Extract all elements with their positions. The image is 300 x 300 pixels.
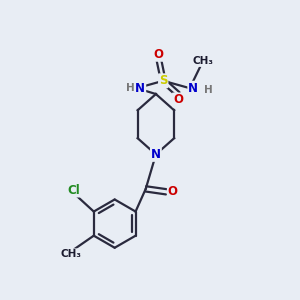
Text: Cl: Cl (68, 184, 80, 196)
Text: H: H (204, 85, 212, 94)
Text: N: N (135, 82, 145, 95)
Text: N: N (151, 148, 161, 161)
Text: O: O (168, 185, 178, 198)
Text: N: N (188, 82, 198, 95)
Text: CH₃: CH₃ (61, 249, 82, 259)
Text: S: S (159, 74, 167, 87)
Text: O: O (173, 93, 183, 106)
Text: CH₃: CH₃ (193, 56, 214, 66)
Text: O: O (154, 48, 164, 61)
Text: H: H (126, 83, 135, 93)
